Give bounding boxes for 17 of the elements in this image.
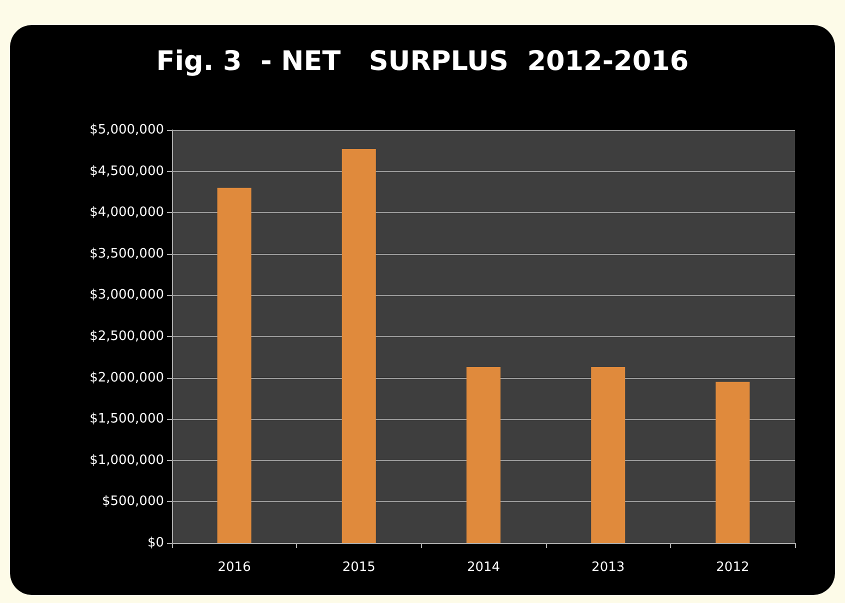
x-tick-label: 2016 bbox=[218, 560, 251, 575]
y-tick-label: $4,500,000 bbox=[90, 164, 164, 179]
y-tick-label: $0 bbox=[147, 536, 164, 550]
y-tick-label: $1,500,000 bbox=[90, 412, 164, 427]
chart-title: Fig. 3 - NET SURPLUS 2012-2016 bbox=[156, 46, 689, 77]
x-tick-label: 2014 bbox=[466, 560, 500, 575]
y-tick-label: $3,500,000 bbox=[90, 246, 164, 262]
y-tick-label: $2,500,000 bbox=[90, 329, 164, 344]
x-tick-label: 2015 bbox=[342, 560, 376, 575]
x-tick-label: 2012 bbox=[716, 560, 750, 575]
y-tick-label: $3,000,000 bbox=[90, 288, 164, 303]
x-tick-label: 2013 bbox=[592, 560, 625, 575]
y-tick-label: $1,000,000 bbox=[90, 452, 164, 468]
y-tick-label: $4,000,000 bbox=[90, 205, 164, 220]
y-tick-label: $2,000,000 bbox=[90, 370, 164, 386]
y-tick-label: $5,000,000 bbox=[90, 122, 164, 138]
y-tick-label: $500,000 bbox=[102, 494, 164, 510]
